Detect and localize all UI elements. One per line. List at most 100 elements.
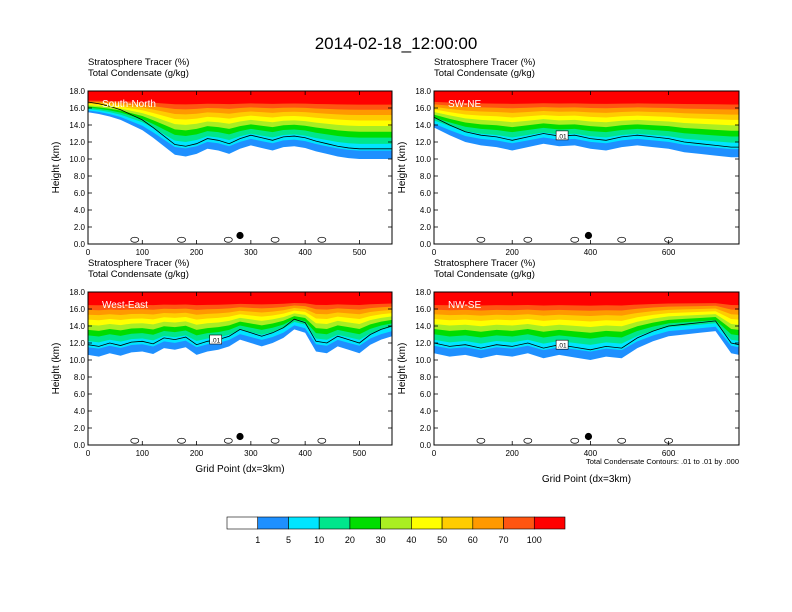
surface-contour [570,236,580,243]
xtick-label: 400 [298,449,312,458]
ytick-label: 14.0 [69,121,85,130]
xtick-label: 0 [86,449,91,458]
colorbar-swatch [257,516,289,530]
station-dot [236,231,244,240]
ytick-label: 10.0 [415,356,431,365]
contour-label: .01 [558,343,567,350]
ytick-label: 0.0 [74,240,86,249]
plot-frame [87,291,393,446]
plot-area [88,292,392,444]
xtick-label: 600 [662,449,676,458]
colorbar-swatch [226,516,259,530]
panel-label: West-East [102,300,148,311]
ytick-label: 4.0 [74,407,86,416]
condensate-contour [88,318,392,353]
surface-contour [617,236,627,243]
station-dot [584,231,593,240]
condensate-contour [434,320,739,351]
contour-note: Total Condensate Contours: .01 to .01 by… [586,457,739,466]
station-dot [584,432,593,441]
panel-label: South-North [102,99,156,110]
ylabel: Height (km) [51,343,62,395]
xtick-label: 600 [662,248,676,257]
ytick-label: 12.0 [415,339,431,348]
xtick-label: 0 [432,248,437,257]
main-title: 2014-02-18_12:00:00 [315,34,478,53]
panel-title-line: Total Condensate (g/kg) [434,269,535,280]
ytick-label: 6.0 [74,189,86,198]
tracer-band-10 [434,300,739,306]
xlabel: Grid Point (dx=3km) [195,464,284,475]
panel-label: SW-NE [448,99,481,110]
surface-contour [570,437,580,444]
panel-title-line: Stratosphere Tracer (%) [88,258,189,269]
surface-contour [223,236,233,243]
colorbar-label: 1 [255,535,260,545]
colorbar-swatch [472,516,504,530]
surface-contour [177,236,186,243]
tracer-band-cap [88,91,392,100]
ytick-label: 10.0 [69,155,85,164]
ytick-label: 0.0 [420,441,432,450]
plot-area [88,91,392,243]
ytick-label: 4.0 [420,407,432,416]
xtick-label: 200 [506,449,520,458]
ytick-label: 6.0 [74,390,86,399]
colorbar-swatch [411,516,443,530]
ytick-label: 2.0 [74,223,86,232]
colorbar-label: 5 [286,535,291,545]
ytick-label: 14.0 [69,322,85,331]
ytick-label: 16.0 [415,305,431,314]
surface-contour [476,437,486,444]
xtick-label: 500 [353,449,367,458]
xtick-label: 200 [506,248,520,257]
colorbar-label: 100 [527,535,542,545]
panel-title-line: Total Condensate (g/kg) [88,68,189,79]
ytick-label: 0.0 [420,240,432,249]
surface-contour [617,437,627,444]
contour-label: .01 [558,133,567,140]
tracer-band-cap [434,91,739,100]
xtick-label: 100 [136,449,150,458]
ylabel: Height (km) [51,142,62,194]
ytick-label: 10.0 [69,356,85,365]
contour-label-box [555,130,569,141]
ytick-label: 16.0 [415,104,431,113]
xtick-label: 300 [244,449,258,458]
plot-area [434,292,739,444]
ytick-label: 18.0 [69,288,85,297]
xtick-label: 0 [86,248,91,257]
ylabel: Height (km) [397,142,408,194]
ytick-label: 6.0 [420,189,432,198]
ytick-label: 12.0 [69,138,85,147]
surface-contour [476,236,486,243]
panel-0: South-North Stratosphere Tracer (%)Total … [51,57,393,257]
xlabel: Grid Point (dx=3km) [542,474,631,485]
xtick-label: 400 [584,449,598,458]
ylabel: Height (km) [397,343,408,395]
panel-label: NW-SE [448,300,481,311]
surface-contour [177,437,186,444]
colorbar-swatch [503,516,535,530]
ytick-label: 18.0 [69,87,85,96]
xtick-label: 300 [244,248,258,257]
colorbar-label: 50 [437,535,447,545]
ytick-label: 8.0 [420,373,432,382]
xtick-label: 400 [298,248,312,257]
xtick-label: 400 [584,248,598,257]
surface-contour [130,236,140,243]
surface-contour [270,437,280,444]
colorbar-label: 10 [314,535,324,545]
ytick-label: 4.0 [74,206,86,215]
plot-frame [433,90,740,245]
panel-title-line: Stratosphere Tracer (%) [88,57,189,68]
condensate-contour [88,101,392,150]
panel-title-line: Total Condensate (g/kg) [88,269,189,280]
panel-title-line: Stratosphere Tracer (%) [434,258,535,269]
plot-area [434,91,739,243]
colorbar-swatch [318,516,351,530]
contour-label-box [209,334,222,345]
ytick-label: 4.0 [420,206,432,215]
